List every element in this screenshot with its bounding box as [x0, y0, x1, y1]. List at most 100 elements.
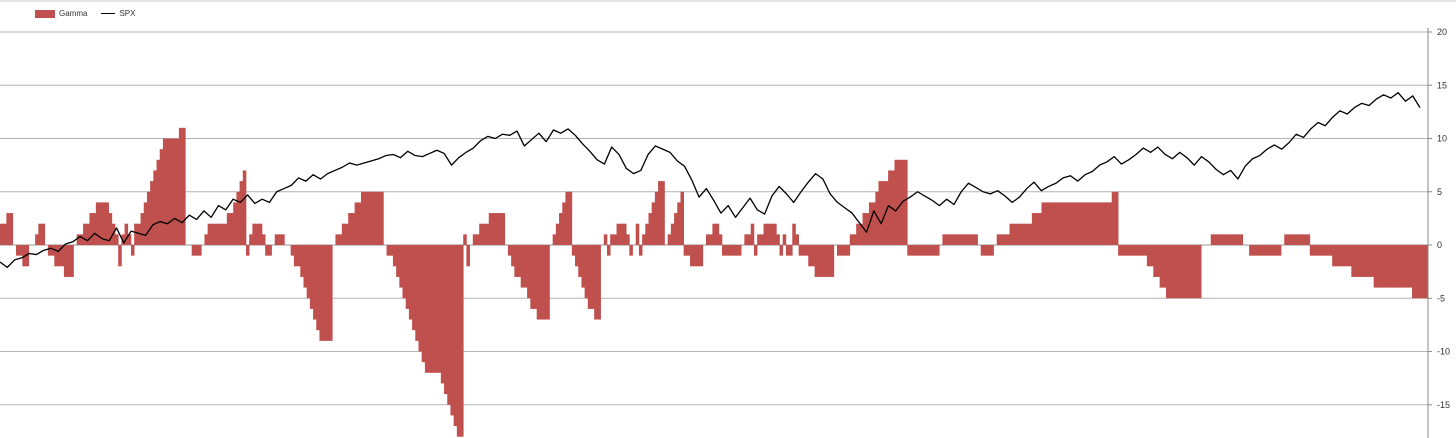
gamma-bar [169, 138, 173, 245]
gamma-bar [1073, 202, 1077, 245]
gamma-bar [495, 213, 499, 245]
gamma-bar [645, 223, 649, 245]
gamma-bar [638, 245, 643, 256]
gamma-bar [1031, 213, 1036, 245]
gamma-bar [1150, 245, 1154, 267]
gamma-bar [562, 202, 566, 245]
gamma-bar [1178, 245, 1183, 299]
gamma-bar [1415, 245, 1419, 299]
gamma-bar [319, 245, 323, 341]
gamma-bar [86, 223, 90, 245]
gamma-bar [92, 213, 97, 245]
gamma-bar [1360, 245, 1365, 277]
gamma-bar [47, 245, 52, 256]
gamma-bar [421, 245, 426, 363]
gamma-bar [805, 245, 809, 256]
gamma-bar [460, 245, 464, 437]
gamma-bar [242, 170, 247, 245]
gamma-bar [440, 245, 445, 384]
y-axis-right: 20 15 10 5 0 -5 -10 -15 [1427, 27, 1450, 438]
gamma-bar [1284, 234, 1288, 245]
gamma-bar [1070, 202, 1074, 245]
gamma-bar [744, 234, 748, 245]
gamma-bar [1351, 245, 1355, 277]
y-tick-label: -15 [1437, 400, 1450, 410]
gamma-bar [795, 234, 799, 245]
gamma-bar [1038, 213, 1042, 245]
gamma-bar [431, 245, 435, 373]
gamma-bar [971, 234, 975, 245]
gamma-bar [249, 234, 253, 245]
gamma-bar [162, 138, 167, 245]
gamma-bar [1392, 245, 1397, 288]
gamma-bar [67, 245, 71, 277]
gamma-bar [824, 245, 828, 277]
gamma-bar [967, 234, 972, 245]
gamma-bar [699, 245, 704, 267]
gamma-bar [1121, 245, 1125, 256]
gamma-bar [814, 245, 819, 277]
gamma-bar [1229, 234, 1234, 245]
gamma-bar [412, 245, 416, 331]
gamma-bar [983, 245, 988, 256]
gamma-bar [233, 202, 237, 245]
gamma-bar [325, 245, 330, 341]
gamma-bar [1054, 202, 1058, 245]
gamma-bars [0, 127, 1429, 437]
gamma-bar [520, 245, 525, 288]
gamma-bar [785, 245, 790, 256]
gamma-bar [463, 234, 467, 245]
gamma-bar [364, 191, 368, 245]
gamma-bar [926, 245, 930, 256]
gamma-bar [1015, 223, 1020, 245]
gamma-bar [277, 234, 282, 245]
gamma-bar [1051, 202, 1055, 245]
gamma-bar [1137, 245, 1141, 256]
gamma-bar [1408, 245, 1413, 288]
gamma-bar [501, 213, 506, 245]
gamma-bar [1312, 245, 1317, 256]
gamma-bar [533, 245, 538, 309]
gamma-bar [1332, 245, 1336, 267]
gamma-bar [757, 234, 761, 245]
gamma-bar [527, 245, 531, 299]
gamma-bar [1035, 213, 1039, 245]
gamma-bar [105, 202, 109, 245]
gamma-bar [635, 223, 640, 245]
gamma-bar [578, 245, 582, 277]
gamma-bar [210, 223, 215, 245]
gamma-bar [1130, 245, 1135, 256]
gamma-bar [843, 245, 847, 256]
gamma-bar [1335, 245, 1339, 267]
gamma-bar [268, 245, 272, 256]
gamma-bar [348, 213, 352, 245]
gamma-bar [546, 245, 550, 320]
gamma-bar [223, 223, 228, 245]
gamma-bar [1217, 234, 1221, 245]
gamma-bar [415, 245, 419, 341]
gamma-bar [402, 245, 407, 299]
gamma-bar [239, 181, 244, 245]
gamma-bar [543, 245, 547, 320]
gamma-bar [57, 245, 62, 267]
gamma-bar [709, 234, 713, 245]
gamma-bar [309, 245, 314, 309]
gamma-bar [539, 245, 544, 320]
gamma-bar [367, 191, 371, 245]
gamma-bar [674, 213, 678, 245]
gamma-bar [1098, 202, 1103, 245]
gamma-bar [35, 234, 39, 245]
gamma-bar [597, 245, 601, 320]
gamma-bar [230, 213, 234, 245]
gamma-bar [610, 234, 614, 245]
gamma-bar [3, 223, 7, 245]
legend-spx-swatch [101, 13, 116, 14]
gamma-bar [571, 245, 576, 256]
gamma-bar [1293, 234, 1298, 245]
gamma-bar [523, 245, 528, 288]
gamma-bar [60, 245, 65, 267]
gamma-bar [555, 223, 560, 245]
gamma-bar [1185, 245, 1189, 299]
gamma-bar [146, 191, 151, 245]
gamma-bar [108, 213, 113, 245]
